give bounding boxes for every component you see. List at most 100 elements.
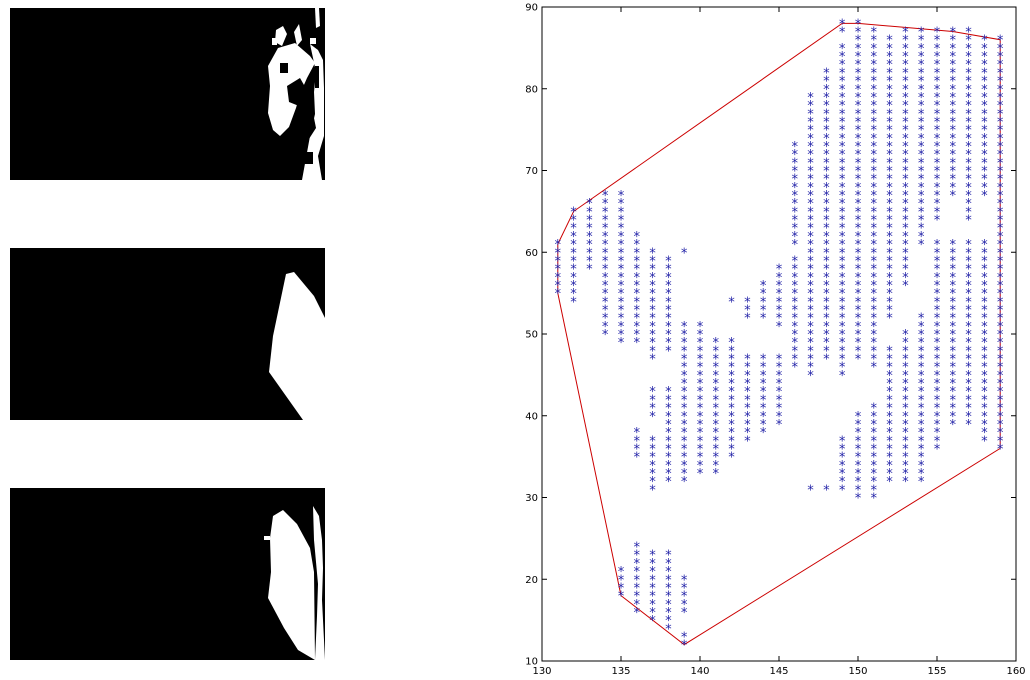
data-point: * <box>775 369 783 384</box>
data-point: * <box>996 91 1004 106</box>
data-point: * <box>601 287 609 302</box>
data-point: * <box>917 222 925 237</box>
data-point: * <box>980 66 988 81</box>
data-point: * <box>917 66 925 81</box>
data-point: * <box>901 42 909 57</box>
data-point: * <box>980 189 988 204</box>
data-point: * <box>712 434 720 449</box>
data-point: * <box>854 336 862 351</box>
data-point: * <box>633 336 641 351</box>
data-point: * <box>649 483 657 498</box>
data-point: * <box>585 238 593 253</box>
data-point: * <box>854 238 862 253</box>
data-point: * <box>649 434 657 449</box>
data-point: * <box>649 287 657 302</box>
data-point: * <box>807 132 815 147</box>
data-point: * <box>633 254 641 269</box>
data-point: * <box>585 197 593 212</box>
data-point: * <box>980 156 988 171</box>
x-tick-label: 145 <box>769 666 788 677</box>
points-layer: * * * * * * * * * * * * * * * * * * * * * * * * * * * * * * * * * * * * * * * *… <box>554 17 1004 653</box>
data-point: * <box>617 312 625 327</box>
data-point: * <box>822 148 830 163</box>
data-point: * <box>886 246 894 261</box>
data-point: * <box>996 181 1004 196</box>
data-point: * <box>949 263 957 278</box>
data-point: * <box>933 320 941 335</box>
data-point: * <box>980 328 988 343</box>
data-point: * <box>901 83 909 98</box>
data-point: * <box>886 434 894 449</box>
data-point: * <box>680 385 688 400</box>
y-tick-label: 30 <box>525 493 538 504</box>
data-point: * <box>759 303 767 318</box>
data-point: * <box>870 173 878 188</box>
data-point: * <box>649 614 657 629</box>
data-point: * <box>980 75 988 90</box>
data-point: * <box>949 148 957 163</box>
data-point: * <box>664 385 672 400</box>
data-point: * <box>965 34 973 49</box>
x-tick-label: 155 <box>927 666 946 677</box>
data-point: * <box>965 156 973 171</box>
data-point: * <box>886 107 894 122</box>
data-point: * <box>870 410 878 425</box>
data-point: * <box>917 434 925 449</box>
data-point: * <box>996 271 1004 286</box>
data-point: * <box>917 369 925 384</box>
data-point: * <box>996 34 1004 49</box>
data-point: * <box>712 336 720 351</box>
data-point: * <box>775 361 783 376</box>
data-point: * <box>680 475 688 490</box>
data-point: * <box>854 214 862 229</box>
data-point: * <box>728 451 736 466</box>
data-point: * <box>601 303 609 318</box>
data-point: * <box>791 287 799 302</box>
data-point: * <box>886 287 894 302</box>
data-point: * <box>838 17 846 32</box>
data-point: * <box>996 353 1004 368</box>
data-point: * <box>870 353 878 368</box>
data-point: * <box>996 115 1004 130</box>
data-point: * <box>696 459 704 474</box>
data-point: * <box>965 148 973 163</box>
data-point: * <box>807 483 815 498</box>
data-point: * <box>901 442 909 457</box>
data-point: * <box>807 214 815 229</box>
data-point: * <box>728 393 736 408</box>
data-point: * <box>775 410 783 425</box>
data-point: * <box>996 173 1004 188</box>
data-point: * <box>791 303 799 318</box>
data-point: * <box>965 83 973 98</box>
y-tick-label: 60 <box>525 248 538 259</box>
data-point: * <box>901 434 909 449</box>
data-point: * <box>996 328 1004 343</box>
data-point: * <box>917 402 925 417</box>
data-point: * <box>554 254 562 269</box>
data-point: * <box>901 181 909 196</box>
data-point: * <box>996 418 1004 433</box>
data-point: * <box>664 336 672 351</box>
data-point: * <box>996 99 1004 114</box>
data-point: * <box>965 91 973 106</box>
data-point: * <box>775 303 783 318</box>
data-point: * <box>696 369 704 384</box>
data-point: * <box>980 336 988 351</box>
data-point: * <box>901 467 909 482</box>
data-point: * <box>996 344 1004 359</box>
data-point: * <box>633 312 641 327</box>
data-point: * <box>822 328 830 343</box>
data-point: * <box>585 222 593 237</box>
data-point: * <box>996 303 1004 318</box>
data-point: * <box>775 312 783 327</box>
data-point: * <box>965 279 973 294</box>
data-point: * <box>570 263 578 278</box>
data-point: * <box>696 402 704 417</box>
data-point: * <box>917 328 925 343</box>
data-point: * <box>917 148 925 163</box>
data-point: * <box>854 483 862 498</box>
data-point: * <box>680 344 688 359</box>
data-point: * <box>933 393 941 408</box>
data-point: * <box>712 426 720 441</box>
data-point: * <box>664 254 672 269</box>
